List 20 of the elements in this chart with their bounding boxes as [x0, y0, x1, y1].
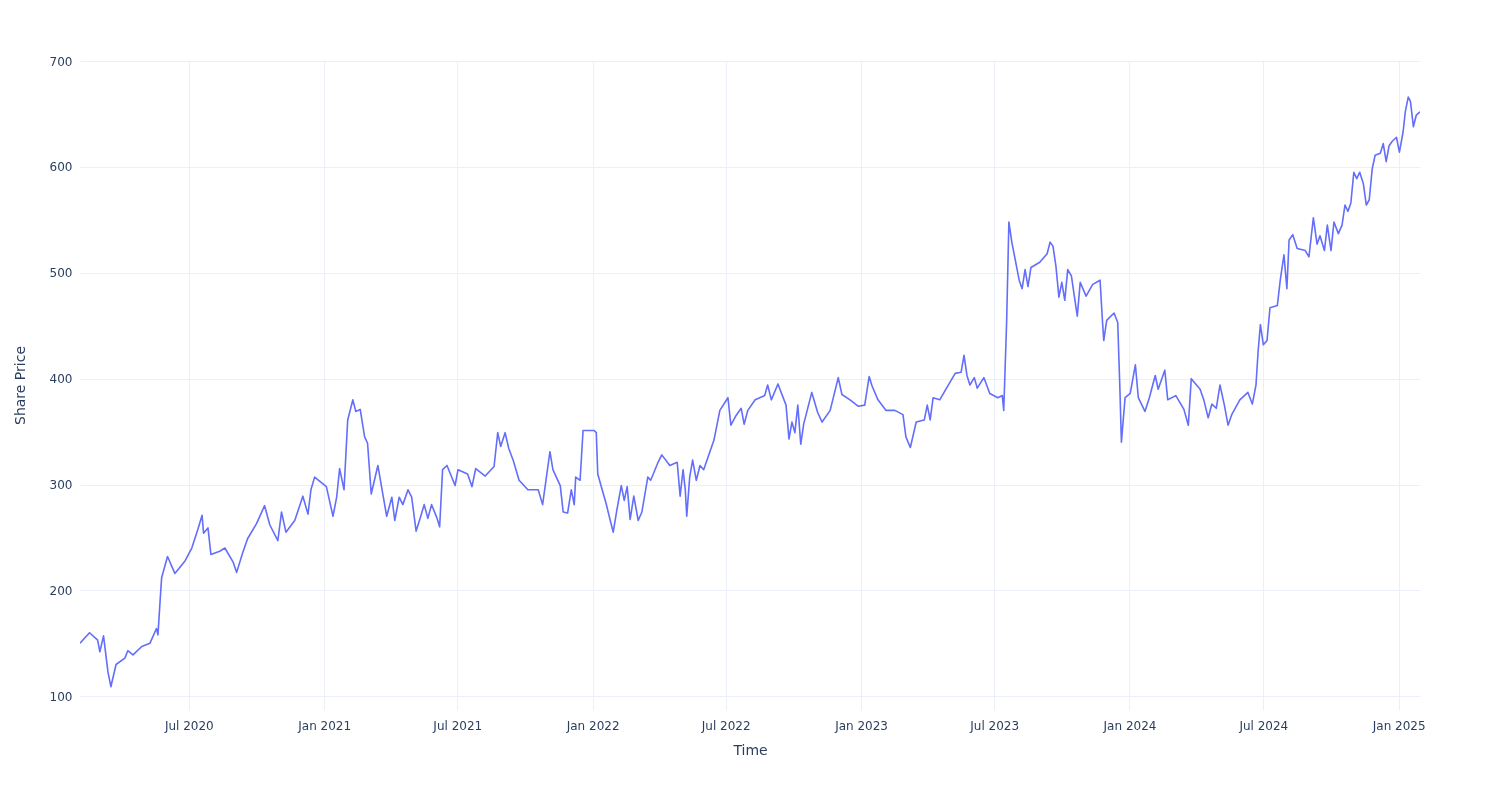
x-tick-label: Jan 2023 — [834, 718, 888, 733]
y-axis-title: Share Price — [11, 345, 28, 426]
y-tick-label: 500 — [49, 266, 73, 281]
x-axis-title: Time — [732, 741, 768, 758]
x-tick-label: Jul 2022 — [700, 718, 751, 733]
y-tick-label: 600 — [49, 160, 73, 175]
y-tick-label: 100 — [49, 689, 73, 704]
y-tick-label: 400 — [49, 372, 73, 387]
y-tick-label: 700 — [49, 54, 73, 69]
x-tick-label: Jul 2024 — [1238, 718, 1289, 733]
x-tick-label: Jul 2021 — [432, 718, 483, 733]
x-tick-label: Jan 2025 — [1371, 718, 1426, 733]
x-tick-label: Jan 2024 — [1102, 718, 1157, 733]
y-tick-label: 200 — [49, 583, 73, 598]
x-tick-label: Jul 2020 — [163, 718, 214, 733]
x-tick-label: Jul 2023 — [969, 718, 1020, 733]
line-series — [80, 96, 1420, 688]
x-tick-label: Jan 2022 — [565, 718, 620, 733]
y-tick-label: 300 — [49, 478, 73, 493]
x-tick-label: Jan 2021 — [297, 718, 352, 733]
